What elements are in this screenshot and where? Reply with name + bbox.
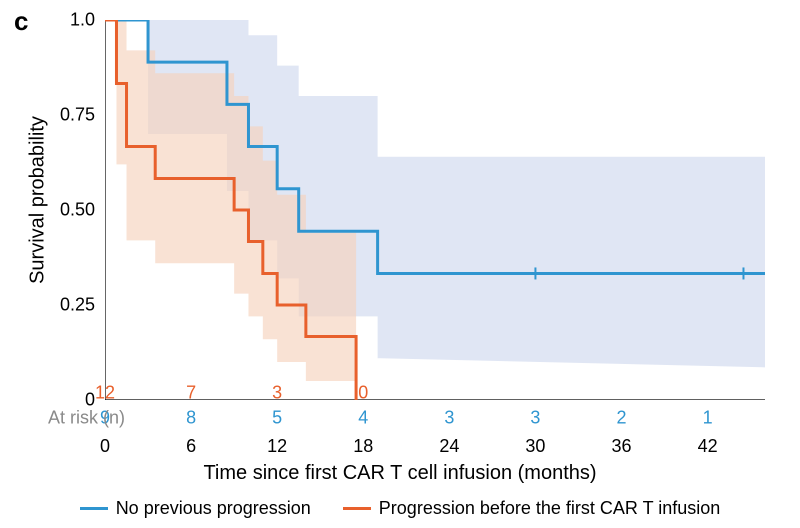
y-tick-label: 0.25: [60, 295, 95, 316]
x-tick-label: 12: [267, 436, 287, 457]
plot-svg: [105, 20, 765, 400]
panel-label: c: [14, 6, 28, 37]
legend-label: Progression before the first CAR T infus…: [379, 498, 721, 519]
legend: No previous progression Progression befor…: [0, 498, 800, 519]
y-tick-label: 1.0: [70, 10, 95, 31]
at-risk-value: 5: [272, 408, 282, 429]
x-tick-label: 6: [186, 436, 196, 457]
x-tick-label: 42: [698, 436, 718, 457]
y-tick-label: 0.75: [60, 105, 95, 126]
legend-swatch: [80, 507, 108, 510]
at-risk-value: 7: [186, 383, 196, 404]
at-risk-value: 2: [617, 408, 627, 429]
at-risk-value: 1: [703, 408, 713, 429]
legend-item: Progression before the first CAR T infus…: [343, 498, 721, 519]
at-risk-value: 4: [358, 408, 368, 429]
at-risk-value: 3: [444, 408, 454, 429]
x-axis-title: Time since first CAR T cell infusion (mo…: [0, 462, 800, 485]
x-tick-label: 0: [100, 436, 110, 457]
y-tick-label: 0.50: [60, 200, 95, 221]
x-tick-label: 24: [439, 436, 459, 457]
x-tick-label: 30: [525, 436, 545, 457]
y-axis-title: Survival probability: [27, 116, 50, 284]
legend-swatch: [343, 507, 371, 510]
x-tick-label: 18: [353, 436, 373, 457]
at-risk-value: 12: [95, 383, 115, 404]
at-risk-value: 0: [358, 383, 368, 404]
figure: c Survival probability 00.250.500.751.0 …: [0, 0, 800, 528]
x-tick-label: 36: [612, 436, 632, 457]
legend-label: No previous progression: [116, 498, 311, 519]
at-risk-value: 3: [530, 408, 540, 429]
at-risk-label: At risk (n): [48, 408, 125, 429]
at-risk-value: 3: [272, 383, 282, 404]
legend-item: No previous progression: [80, 498, 311, 519]
at-risk-value: 8: [186, 408, 196, 429]
